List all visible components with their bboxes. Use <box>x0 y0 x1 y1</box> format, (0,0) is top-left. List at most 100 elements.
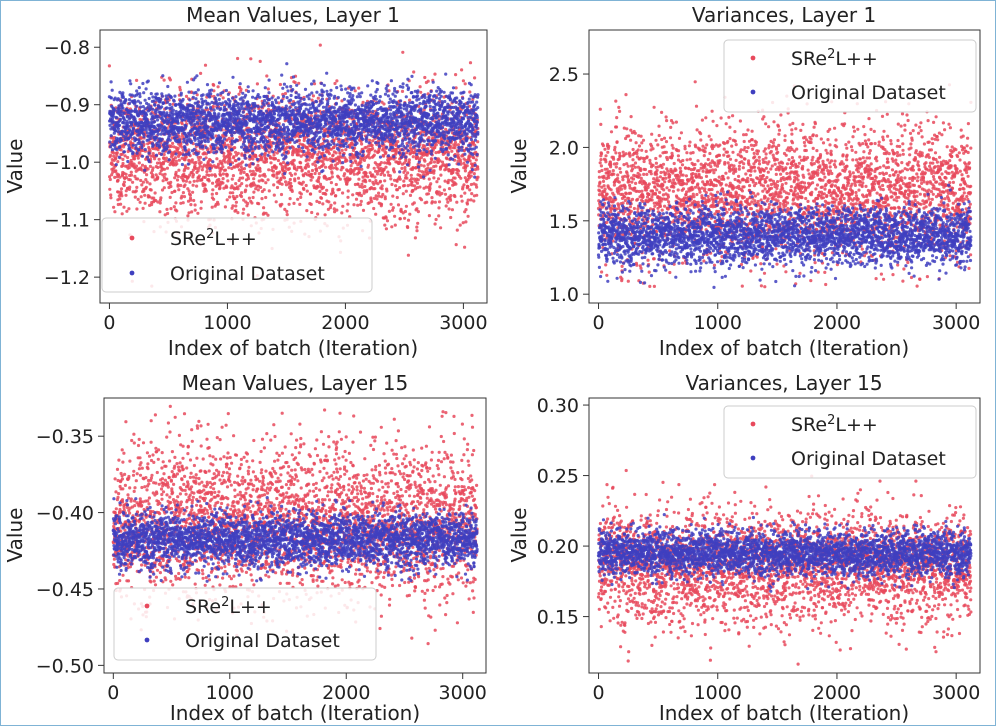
point-sre2l <box>200 161 203 164</box>
point-sre2l <box>231 204 234 207</box>
point-sre2l <box>140 195 143 198</box>
point-sre2l <box>321 202 324 205</box>
point-sre2l <box>359 203 362 206</box>
point-sre2l <box>257 188 260 191</box>
point-sre2l <box>234 182 237 185</box>
point-sre2l <box>153 157 156 160</box>
point-sre2l <box>252 196 255 199</box>
point-sre2l <box>305 184 308 187</box>
point-sre2l <box>368 156 371 159</box>
point-sre2l <box>261 179 264 182</box>
point-sre2l <box>175 162 178 165</box>
point-sre2l <box>328 152 331 155</box>
point-sre2l <box>302 181 305 184</box>
point-sre2l <box>142 207 145 210</box>
point-sre2l <box>187 167 190 170</box>
point-sre2l <box>207 174 210 177</box>
point-sre2l <box>148 182 151 185</box>
point-sre2l <box>385 227 388 230</box>
point-sre2l <box>227 166 230 169</box>
point-sre2l <box>246 202 249 205</box>
point-sre2l <box>383 179 386 182</box>
point-sre2l <box>384 197 387 200</box>
point-sre2l <box>288 167 291 170</box>
point-sre2l <box>267 168 270 171</box>
point-sre2l <box>381 187 384 190</box>
point-sre2l <box>211 188 214 191</box>
point-sre2l <box>296 198 299 201</box>
point-sre2l <box>215 192 218 195</box>
point-sre2l <box>158 210 161 213</box>
point-sre2l <box>187 148 190 151</box>
point-sre2l <box>329 204 332 207</box>
point-sre2l <box>201 168 204 171</box>
point-sre2l <box>135 165 138 168</box>
point-sre2l <box>259 186 262 189</box>
point-sre2l <box>175 209 178 212</box>
point-sre2l <box>310 203 313 206</box>
point-sre2l <box>375 197 378 200</box>
point-sre2l <box>308 158 311 161</box>
point-sre2l <box>169 185 172 188</box>
point-sre2l <box>275 200 278 203</box>
point-sre2l <box>346 209 349 212</box>
point-sre2l <box>341 191 344 194</box>
point-sre2l <box>269 161 272 164</box>
point-sre2l <box>211 193 214 196</box>
point-sre2l <box>281 183 284 186</box>
point-sre2l <box>123 181 126 184</box>
point-sre2l <box>380 161 383 164</box>
point-sre2l <box>310 211 313 214</box>
point-sre2l <box>186 214 189 217</box>
point-sre2l <box>347 189 350 192</box>
point-sre2l <box>173 190 176 193</box>
point-sre2l <box>373 167 376 170</box>
point-sre2l <box>120 187 123 190</box>
point-sre2l <box>341 166 344 169</box>
point-sre2l <box>259 170 262 173</box>
point-sre2l <box>267 178 270 181</box>
point-sre2l <box>264 152 267 155</box>
point-sre2l <box>141 164 144 167</box>
point-sre2l <box>370 200 373 203</box>
point-sre2l <box>368 179 371 182</box>
point-sre2l <box>169 181 172 184</box>
point-sre2l <box>114 169 117 172</box>
point-sre2l <box>189 199 192 202</box>
point-sre2l <box>236 187 239 190</box>
point-sre2l <box>122 206 125 209</box>
point-sre2l <box>335 151 338 154</box>
point-sre2l <box>119 203 122 206</box>
point-sre2l <box>234 204 237 207</box>
point-sre2l <box>152 152 155 155</box>
point-sre2l <box>310 173 313 176</box>
point-sre2l <box>248 197 251 200</box>
point-sre2l <box>147 167 150 170</box>
point-sre2l <box>322 186 325 189</box>
point-sre2l <box>388 210 391 213</box>
point-sre2l <box>380 203 383 206</box>
point-sre2l <box>364 180 367 183</box>
point-sre2l <box>293 159 296 162</box>
point-sre2l <box>215 157 218 160</box>
point-sre2l <box>258 174 261 177</box>
point-sre2l <box>169 78 172 81</box>
point-sre2l <box>357 87 360 90</box>
point-sre2l <box>373 175 376 178</box>
point-sre2l <box>242 212 245 215</box>
point-sre2l <box>204 176 207 179</box>
point-sre2l <box>242 208 245 211</box>
point-sre2l <box>179 184 182 187</box>
point-sre2l <box>262 206 265 209</box>
point-sre2l <box>334 194 337 197</box>
point-sre2l <box>307 165 310 168</box>
point-sre2l <box>292 202 295 205</box>
point-sre2l <box>163 186 166 189</box>
point-sre2l <box>346 196 349 199</box>
point-sre2l <box>305 209 308 212</box>
point-sre2l <box>177 169 180 172</box>
point-sre2l <box>357 178 360 181</box>
point-sre2l <box>236 57 239 60</box>
point-sre2l <box>137 198 140 201</box>
point-sre2l <box>196 179 199 182</box>
